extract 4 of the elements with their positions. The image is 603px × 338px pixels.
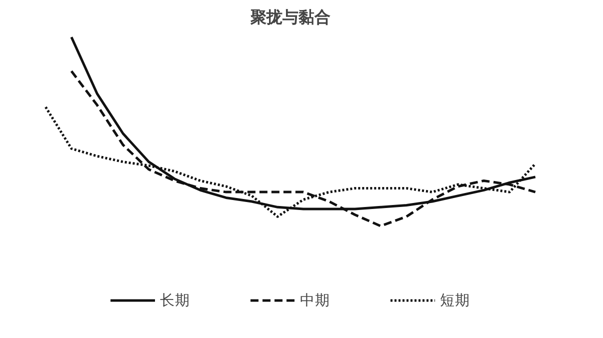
legend-label: 长期 — [160, 290, 190, 310]
legend-label: 中期 — [300, 290, 330, 310]
legend-label: 短期 — [440, 290, 470, 310]
chart-title: 聚拢与黏合 — [250, 8, 330, 26]
